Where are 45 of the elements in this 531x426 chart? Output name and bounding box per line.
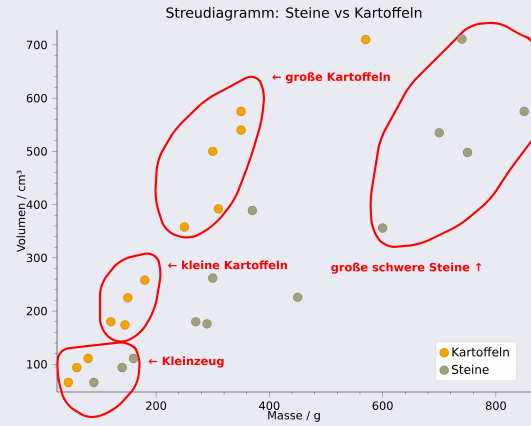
x-tick-label: 600 — [372, 401, 393, 410]
y-tick-label: 400 — [26, 200, 47, 209]
x-tick-label: 800 — [486, 401, 506, 410]
annotation: ← kleine Kartoffeln — [168, 260, 288, 270]
y-tick-label: 600 — [26, 94, 47, 102]
point — [293, 292, 302, 302]
point — [191, 317, 200, 326]
point — [140, 276, 150, 285]
point — [202, 319, 212, 329]
point — [214, 204, 224, 214]
point — [457, 34, 467, 44]
point — [89, 378, 98, 388]
point — [360, 34, 370, 44]
y-tick-label: 500 — [26, 147, 47, 156]
annotation: ← Kleinzeug — [148, 356, 224, 368]
x-tick-label: 200 — [146, 401, 166, 410]
point — [64, 378, 73, 388]
chart-title: Streudiagramm: Steine vs Kartoffeln — [166, 7, 422, 21]
point — [120, 320, 130, 330]
point — [123, 293, 132, 302]
point — [378, 223, 388, 233]
point — [128, 354, 138, 364]
y-tick-label: 200 — [26, 306, 47, 316]
legend-label: Kartoffeln — [452, 347, 509, 357]
point — [72, 362, 82, 372]
x-axis-title: Masse / g — [268, 411, 320, 422]
point — [236, 106, 246, 116]
y-tick-label: 300 — [26, 254, 47, 262]
annotation: große schwere Steine ↑ — [331, 262, 482, 274]
point — [236, 125, 246, 135]
y-tick-label: 100 — [27, 360, 47, 369]
legend-label: Steine — [452, 364, 489, 374]
point — [106, 317, 116, 326]
point — [208, 273, 218, 283]
point — [462, 148, 472, 158]
x-tick-label: 400 — [259, 401, 280, 410]
point — [434, 128, 444, 138]
point — [117, 362, 127, 372]
y-tick-label: 700 — [26, 40, 47, 50]
point — [248, 206, 258, 216]
point — [208, 146, 218, 156]
annotation: ← große Kartoffeln — [272, 72, 390, 84]
point — [83, 354, 93, 364]
y-axis-title: Volumen / cm³ — [16, 170, 26, 252]
point — [180, 222, 190, 232]
